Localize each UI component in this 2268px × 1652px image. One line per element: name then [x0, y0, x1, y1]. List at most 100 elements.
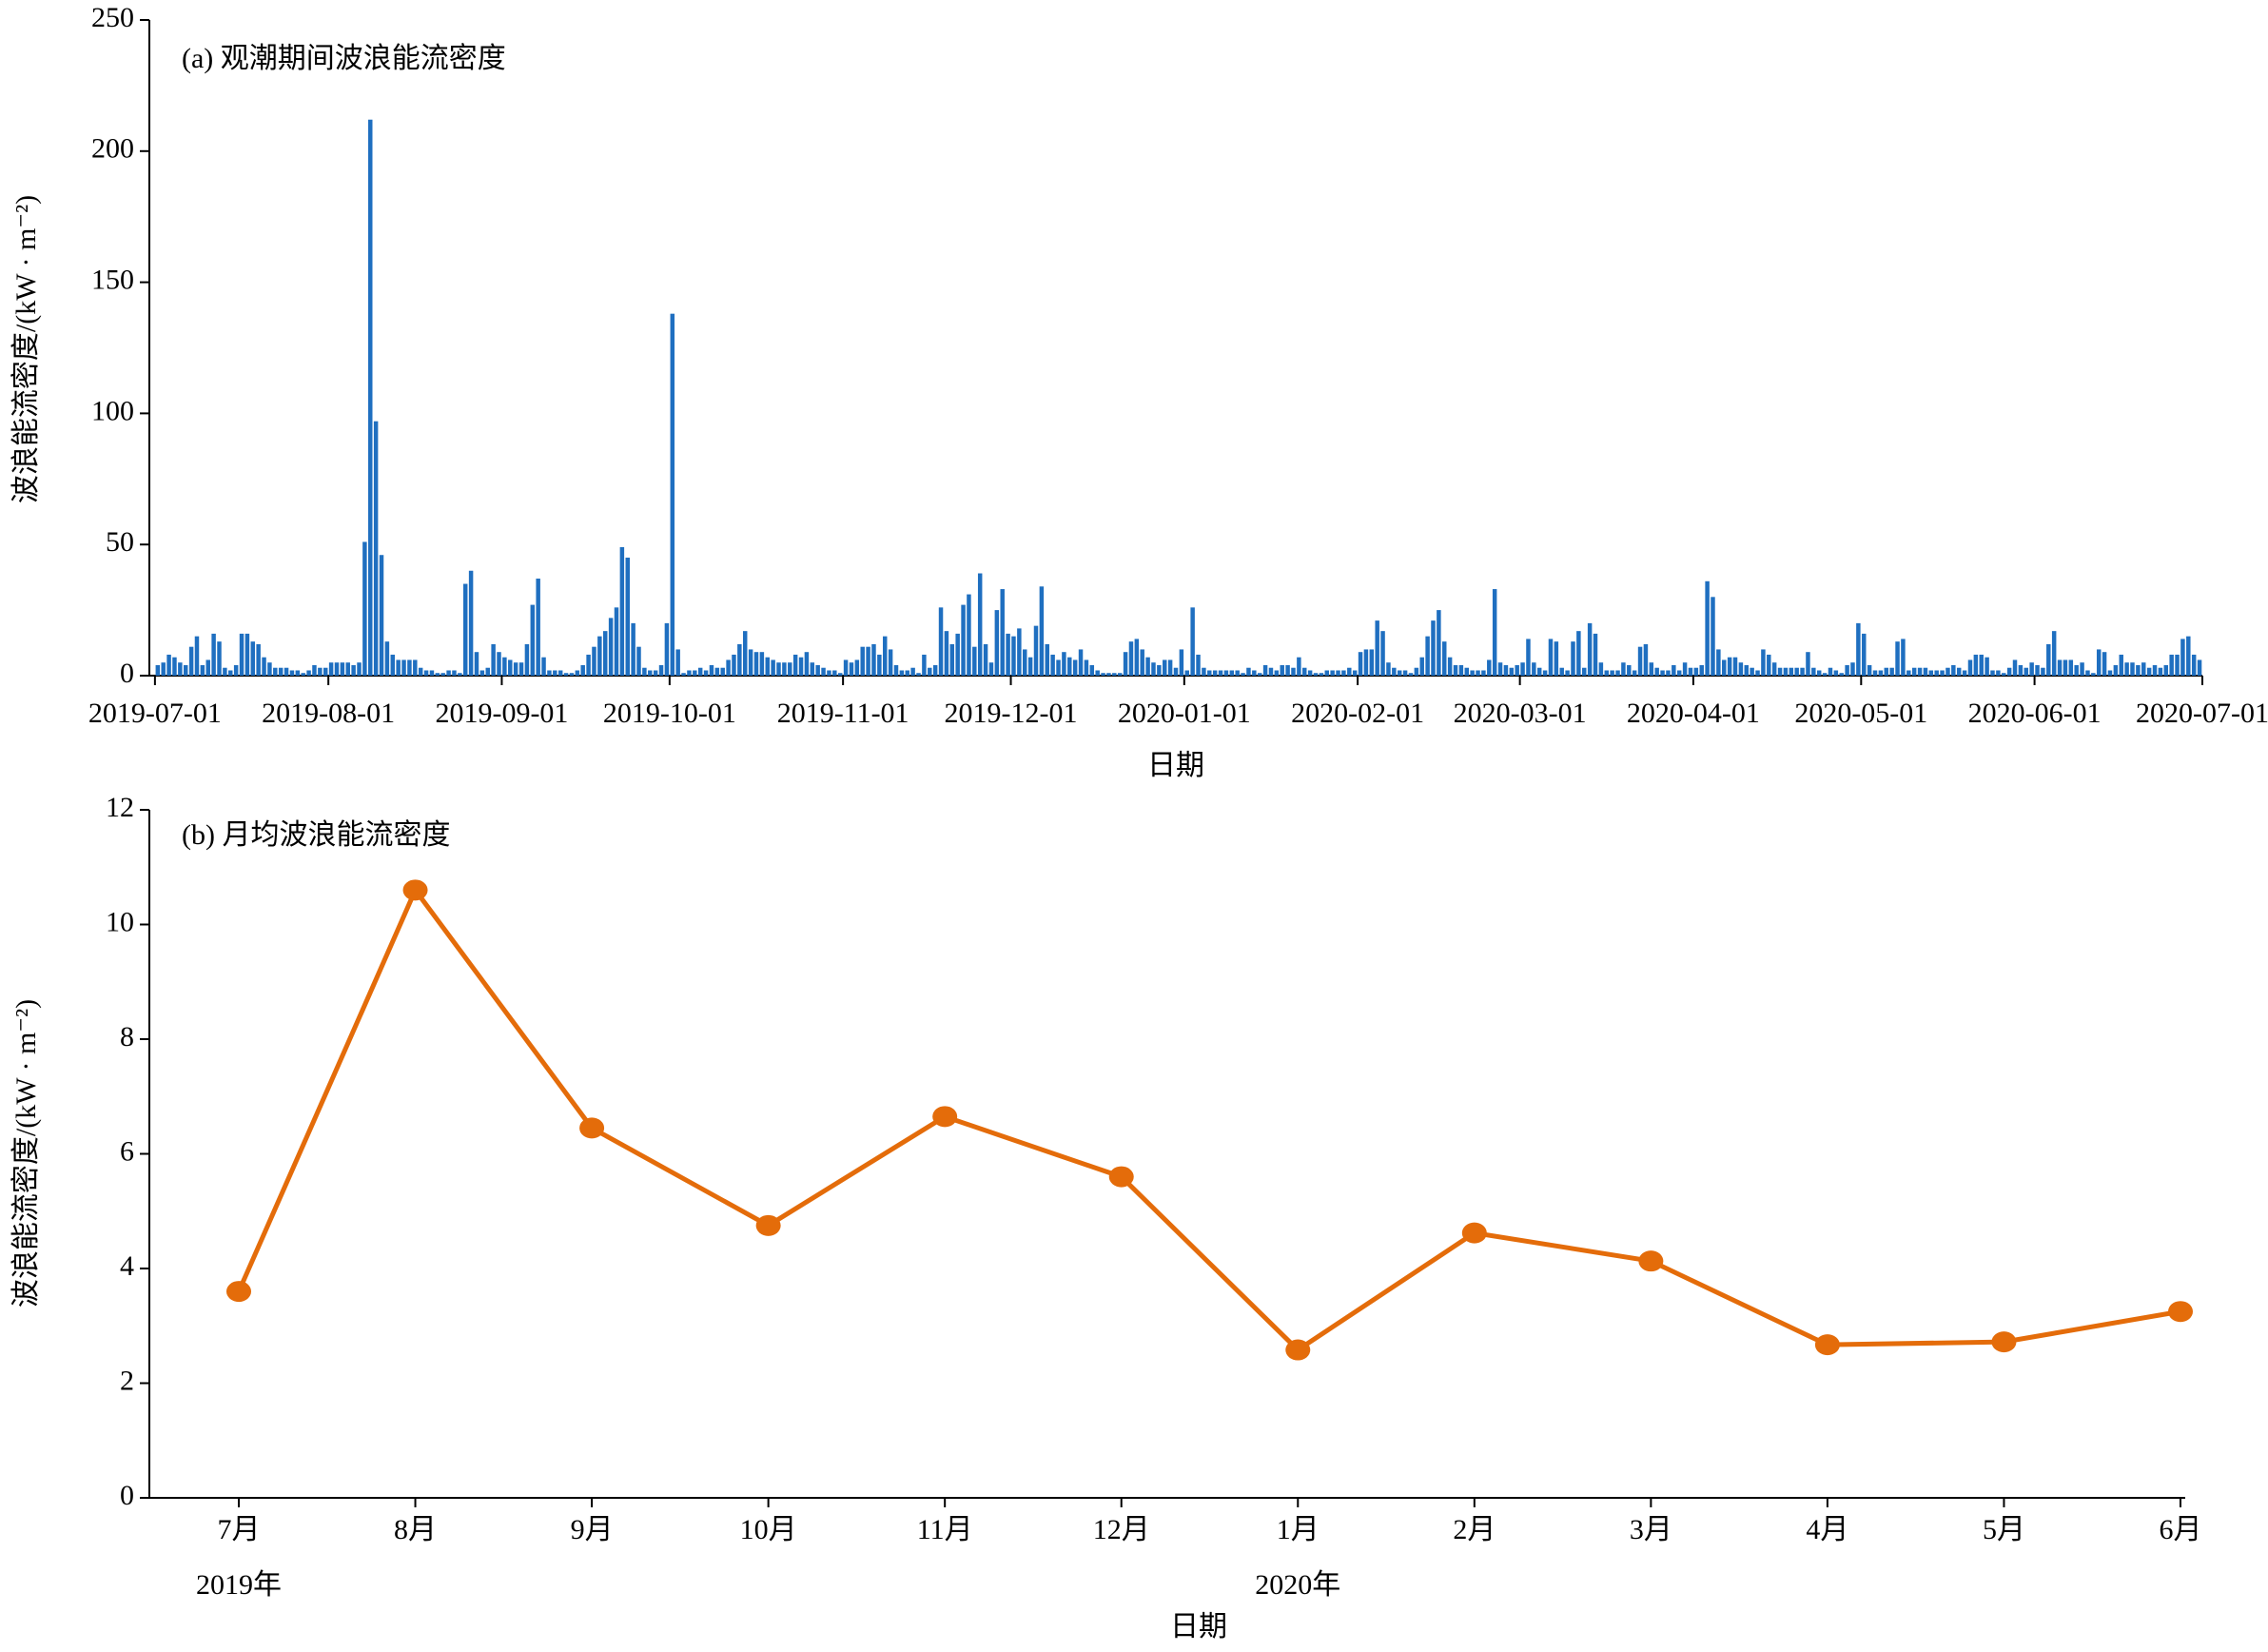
bar: [1067, 657, 1072, 676]
bar: [301, 673, 305, 676]
bar: [798, 657, 804, 676]
x-tick-label: 2019-11-01: [777, 698, 909, 729]
y-tick-label: 2: [120, 1365, 134, 1396]
bar: [1033, 625, 1039, 676]
bar: [1319, 673, 1324, 676]
bar: [362, 541, 367, 676]
x-tick-label: 2020-04-01: [1627, 698, 1760, 729]
bar: [1548, 639, 1554, 676]
bar: [474, 652, 479, 676]
bar: [508, 659, 513, 676]
bar: [1363, 649, 1369, 676]
bar: [2102, 652, 2107, 676]
bar: [1023, 649, 1027, 676]
chart-title: (a) 观潮期间波浪能流密度: [182, 43, 506, 74]
bar: [625, 557, 630, 676]
bar: [597, 636, 602, 676]
bar: [1559, 667, 1564, 676]
bar: [2091, 673, 2096, 676]
bar: [1089, 664, 1095, 676]
bar: [860, 646, 865, 676]
bar: [423, 670, 429, 676]
bar: [1330, 670, 1335, 676]
bar: [759, 652, 765, 676]
bar: [1833, 670, 1839, 676]
bar: [670, 313, 675, 676]
x-tick-label: 2019-10-01: [603, 698, 736, 729]
bar: [703, 670, 709, 676]
bar: [1167, 659, 1173, 676]
bar: [1693, 667, 1699, 676]
bar: [2107, 670, 2113, 676]
bar: [1285, 664, 1290, 676]
bar: [479, 670, 485, 676]
bar: [357, 662, 362, 676]
bar: [905, 670, 909, 676]
bar: [2119, 654, 2123, 676]
bar: [916, 673, 921, 676]
bar: [742, 631, 748, 676]
bar: [843, 659, 849, 676]
bar: [1632, 670, 1637, 676]
bar: [1050, 654, 1055, 676]
bar: [782, 662, 787, 676]
bar: [396, 659, 401, 676]
x-tick-label: 12月: [1093, 1514, 1150, 1545]
bar: [1610, 670, 1614, 676]
bar: [2136, 664, 2141, 676]
bar: [771, 659, 775, 676]
y-tick-label: 0: [120, 658, 134, 689]
bar: [1017, 628, 1022, 676]
bar: [1816, 670, 1822, 676]
bar: [608, 618, 614, 676]
bar: [1179, 649, 1184, 676]
bar: [1386, 662, 1391, 676]
bar: [815, 664, 820, 676]
bar: [373, 421, 379, 676]
bar: [1464, 667, 1470, 676]
bar: [278, 667, 284, 676]
x-tick-label: 2020年: [1255, 1569, 1340, 1601]
bar: [284, 667, 289, 676]
bar: [1078, 649, 1084, 676]
bar: [446, 670, 451, 676]
bar: [1252, 670, 1257, 676]
bar: [1917, 667, 1923, 676]
bar: [714, 667, 720, 676]
bar: [1045, 643, 1049, 676]
bar: [1336, 670, 1340, 676]
bar: [262, 657, 266, 676]
bar: [1458, 664, 1464, 676]
bar: [849, 662, 854, 676]
bar: [2006, 667, 2012, 676]
bar: [1369, 649, 1375, 676]
x-tick-label: 2019年: [196, 1569, 282, 1601]
bar: [244, 633, 250, 676]
bar: [2130, 662, 2135, 676]
line: [236, 885, 2181, 1353]
bar: [1402, 670, 1408, 676]
y-axis-label: 波浪能流密度/(kW · m⁻²): [10, 999, 42, 1308]
bar: [1996, 670, 2001, 676]
bar: [328, 662, 334, 676]
bar: [183, 664, 188, 676]
bar: [972, 646, 977, 676]
y-tick-label: 200: [91, 133, 134, 165]
x-axis-label: 日期: [1170, 1611, 1227, 1642]
bar: [1123, 652, 1128, 676]
bar: [1794, 667, 1799, 676]
bar: [334, 662, 340, 676]
bar: [832, 670, 837, 676]
bar: [938, 607, 944, 676]
bar: [1196, 654, 1201, 676]
bar: [1274, 670, 1280, 676]
bar: [2197, 659, 2202, 676]
bar: [435, 673, 440, 676]
bar: [2186, 636, 2191, 676]
bar: [882, 636, 888, 676]
bar: [233, 664, 239, 676]
bar: [653, 670, 658, 676]
y-axis-label: 波浪能流密度/(kW · m⁻²): [10, 195, 42, 503]
bar: [2046, 643, 2051, 676]
bar: [1945, 667, 1950, 676]
